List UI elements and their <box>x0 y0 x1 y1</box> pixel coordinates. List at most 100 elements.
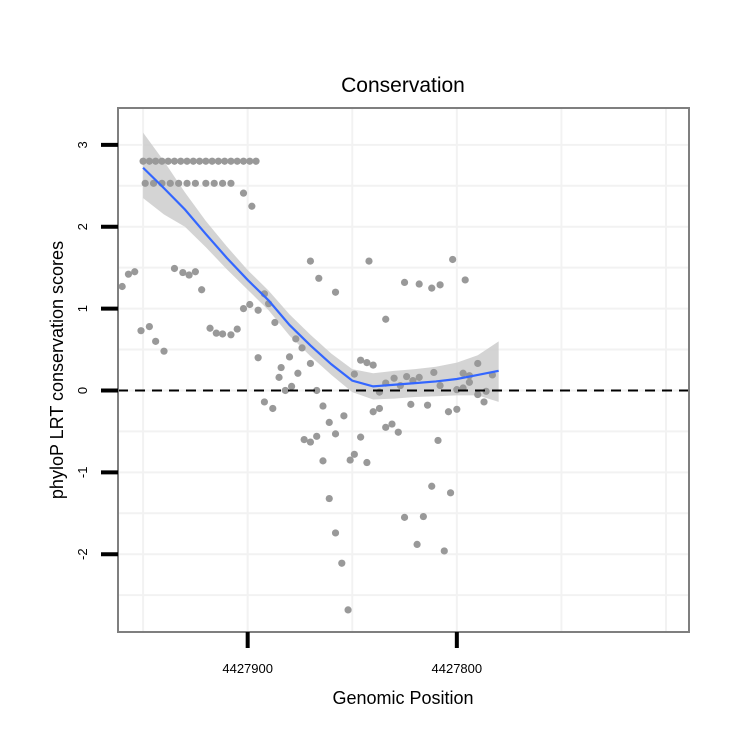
data-point <box>179 268 187 277</box>
data-point <box>239 189 248 197</box>
data-point <box>149 179 158 187</box>
data-point <box>277 363 285 372</box>
data-point <box>131 268 139 276</box>
data-point <box>350 370 358 378</box>
data-point <box>198 286 206 294</box>
data-point <box>400 278 409 286</box>
y-axis-title: phyloP LRT conservation scores <box>47 241 67 499</box>
data-point <box>298 344 306 352</box>
data-point <box>363 359 371 367</box>
data-point <box>292 335 300 343</box>
data-point <box>407 400 415 408</box>
data-point <box>319 457 327 465</box>
x-tick-label: 4427800 <box>432 661 483 676</box>
data-point <box>202 179 210 187</box>
smooth-line-group <box>142 166 499 388</box>
scatter-points <box>118 157 496 614</box>
data-point <box>227 331 235 339</box>
data-point <box>344 606 352 614</box>
data-point <box>306 359 315 368</box>
data-point <box>214 157 222 165</box>
data-point <box>185 271 193 279</box>
data-point <box>233 157 241 165</box>
data-point <box>357 433 365 441</box>
data-point <box>260 398 269 406</box>
data-point <box>218 330 227 338</box>
data-point <box>152 157 160 165</box>
y-tick-label: 3 <box>75 141 90 148</box>
data-point <box>340 412 348 420</box>
data-point <box>403 372 411 381</box>
data-point <box>254 306 262 314</box>
data-point <box>191 268 199 276</box>
data-point <box>357 356 365 364</box>
data-point <box>415 280 423 288</box>
data-point <box>313 386 321 395</box>
y-axis: -2 -1 0 1 2 3 <box>75 141 118 560</box>
data-point <box>369 408 377 416</box>
y-tick-label: -1 <box>75 467 90 479</box>
data-point <box>338 559 346 567</box>
data-point <box>382 423 390 431</box>
data-point <box>382 315 390 323</box>
data-point <box>202 157 210 165</box>
data-point <box>137 327 145 335</box>
data-point <box>145 157 153 165</box>
data-point <box>221 157 229 165</box>
data-point <box>288 382 296 390</box>
data-point <box>400 513 409 521</box>
data-point <box>446 489 455 497</box>
data-point <box>145 323 153 331</box>
y-tick-label: 0 <box>75 387 90 394</box>
data-point <box>331 529 340 537</box>
smooth-line <box>142 166 499 388</box>
data-point <box>350 450 358 458</box>
data-point <box>118 282 126 291</box>
data-point <box>363 458 371 467</box>
data-point <box>300 435 308 444</box>
data-point <box>170 157 179 165</box>
data-point <box>183 179 191 187</box>
data-point <box>444 408 453 416</box>
data-point <box>413 540 421 548</box>
data-point <box>271 318 279 327</box>
data-point <box>434 436 442 445</box>
data-point <box>177 157 185 165</box>
data-point <box>375 404 384 413</box>
data-point <box>325 418 333 426</box>
data-point <box>453 405 461 413</box>
data-point <box>306 438 315 446</box>
data-point <box>160 347 168 355</box>
data-point <box>141 179 149 187</box>
data-point <box>233 325 241 333</box>
data-point <box>175 179 183 187</box>
grid <box>118 108 689 632</box>
data-point <box>248 202 256 210</box>
data-point <box>212 329 220 337</box>
data-point <box>474 390 482 399</box>
data-point <box>246 157 254 165</box>
data-point <box>275 373 283 381</box>
data-point <box>170 264 179 273</box>
data-point <box>428 284 436 292</box>
x-axis-title: Genomic Position <box>332 688 473 708</box>
data-point <box>331 430 340 438</box>
data-point <box>369 361 377 369</box>
data-point <box>239 157 248 165</box>
data-point <box>252 157 260 165</box>
data-point <box>218 179 227 187</box>
data-point <box>365 257 373 265</box>
chart-title: Conservation <box>341 74 465 97</box>
data-point <box>246 300 254 309</box>
data-point <box>415 373 423 381</box>
data-point <box>313 432 321 440</box>
data-point <box>306 257 315 265</box>
data-point <box>191 179 199 187</box>
data-point <box>346 456 354 464</box>
data-point <box>285 353 294 361</box>
data-point <box>428 482 436 490</box>
data-point <box>152 337 160 345</box>
data-point <box>183 157 191 165</box>
y-tick-label: 2 <box>75 223 90 230</box>
